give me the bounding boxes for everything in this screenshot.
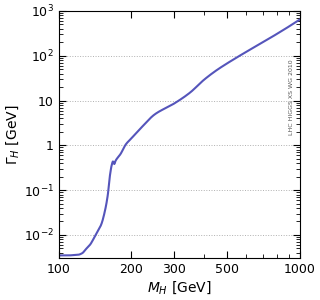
Y-axis label: $\Gamma_H$ [GeV]: $\Gamma_H$ [GeV] (4, 104, 21, 165)
Text: LHC HIGGS XS WG 2010: LHC HIGGS XS WG 2010 (289, 60, 294, 135)
X-axis label: $M_H$ [GeV]: $M_H$ [GeV] (147, 279, 212, 296)
